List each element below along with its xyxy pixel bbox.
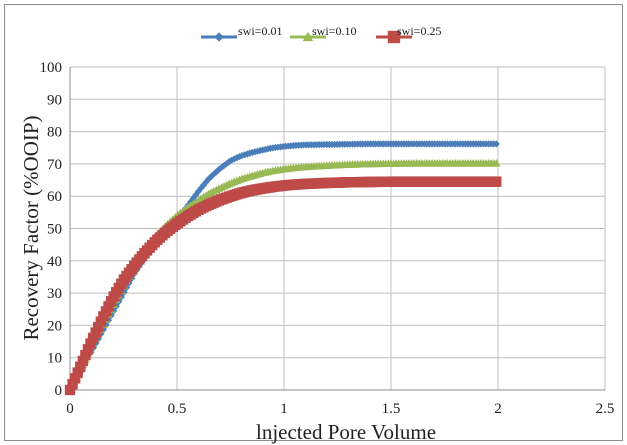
grid	[69, 66, 606, 391]
series-swi=0.25	[64, 176, 502, 396]
y-tick-label: 30	[47, 286, 62, 302]
data-point	[67, 378, 78, 390]
y-tick-label: 90	[47, 92, 62, 108]
y-tick-label: 60	[47, 189, 62, 205]
x-axis-title: lnjected Pore Volume	[256, 420, 436, 444]
data-point	[214, 32, 224, 42]
legend-item: swi=0.01	[201, 24, 282, 42]
x-tick-label: 1.5	[382, 401, 401, 417]
y-tick-label: 10	[47, 351, 62, 367]
y-axis-title: Recovery Factor (%OOIP)	[19, 115, 43, 340]
series-group	[64, 140, 502, 396]
data-point	[82, 344, 94, 355]
y-tick-label: 100	[40, 60, 63, 76]
data-point	[90, 327, 101, 338]
legend: swi=0.01 swi=0.10 swi=0.25	[201, 24, 441, 44]
data-point	[492, 159, 501, 167]
data-point	[87, 332, 99, 344]
data-point	[95, 316, 107, 327]
y-tick-label: 80	[47, 125, 62, 141]
data-point	[302, 31, 314, 42]
data-point	[80, 349, 91, 361]
data-point	[491, 176, 502, 187]
data-point	[93, 321, 104, 333]
legend-item: swi=0.10	[290, 24, 356, 42]
y-tick-label: 70	[47, 157, 62, 173]
y-tick-label: 40	[47, 254, 62, 270]
x-tick-label: 0.5	[168, 401, 187, 417]
legend-label: swi=0.25	[397, 24, 441, 38]
y-tick-label: 50	[47, 222, 62, 238]
data-point	[69, 373, 81, 384]
data-point	[85, 338, 96, 349]
data-point	[72, 367, 83, 378]
legend-item: swi=0.25	[376, 24, 441, 44]
y-tick-label: 0	[55, 383, 63, 399]
data-point	[75, 361, 86, 372]
y-tick-label: 20	[47, 318, 62, 334]
data-point	[387, 30, 401, 44]
x-tick-label: 2	[494, 401, 502, 417]
legend-label: swi=0.01	[238, 24, 282, 38]
chart-frame	[4, 4, 623, 441]
data-point	[64, 384, 76, 396]
axes: 0 0.5 1 1.5 2 2.5 0 10 20 30 40 50 60 70 80 90 100	[40, 60, 615, 417]
x-tick-label: 1	[280, 401, 288, 417]
data-point	[77, 355, 89, 367]
x-tick-label: 0	[66, 401, 74, 417]
data-point	[492, 140, 500, 148]
legend-label: swi=0.10	[312, 24, 356, 38]
x-tick-label: 2.5	[596, 401, 615, 417]
